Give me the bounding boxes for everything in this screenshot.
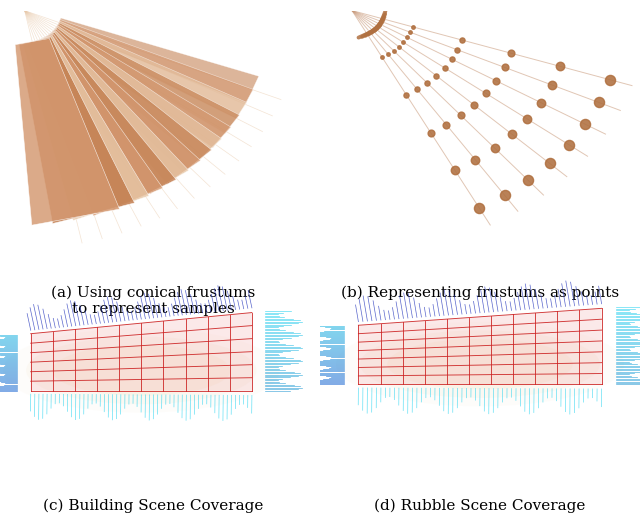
Ellipse shape: [26, 337, 257, 404]
Ellipse shape: [52, 345, 230, 396]
Polygon shape: [34, 31, 189, 203]
Polygon shape: [41, 27, 212, 184]
Polygon shape: [38, 29, 200, 194]
Polygon shape: [31, 32, 176, 210]
Polygon shape: [15, 39, 120, 225]
Ellipse shape: [3, 328, 280, 413]
Polygon shape: [23, 35, 149, 221]
Polygon shape: [55, 20, 253, 119]
Polygon shape: [57, 18, 259, 103]
Polygon shape: [52, 21, 247, 134]
Ellipse shape: [360, 331, 600, 398]
Polygon shape: [31, 313, 252, 391]
Polygon shape: [27, 34, 163, 216]
Polygon shape: [47, 24, 231, 161]
Polygon shape: [50, 23, 239, 148]
Polygon shape: [19, 37, 134, 223]
Ellipse shape: [336, 322, 624, 407]
Text: (c) Building Scene Coverage: (c) Building Scene Coverage: [44, 498, 264, 513]
Text: (a) Using conical frustums
to represent samples: (a) Using conical frustums to represent …: [51, 285, 256, 316]
Ellipse shape: [387, 339, 573, 390]
Text: (b) Representing frustums as points: (b) Representing frustums as points: [341, 285, 619, 299]
Text: (d) Rubble Scene Coverage: (d) Rubble Scene Coverage: [374, 498, 586, 513]
Polygon shape: [44, 26, 222, 173]
Polygon shape: [358, 308, 602, 384]
